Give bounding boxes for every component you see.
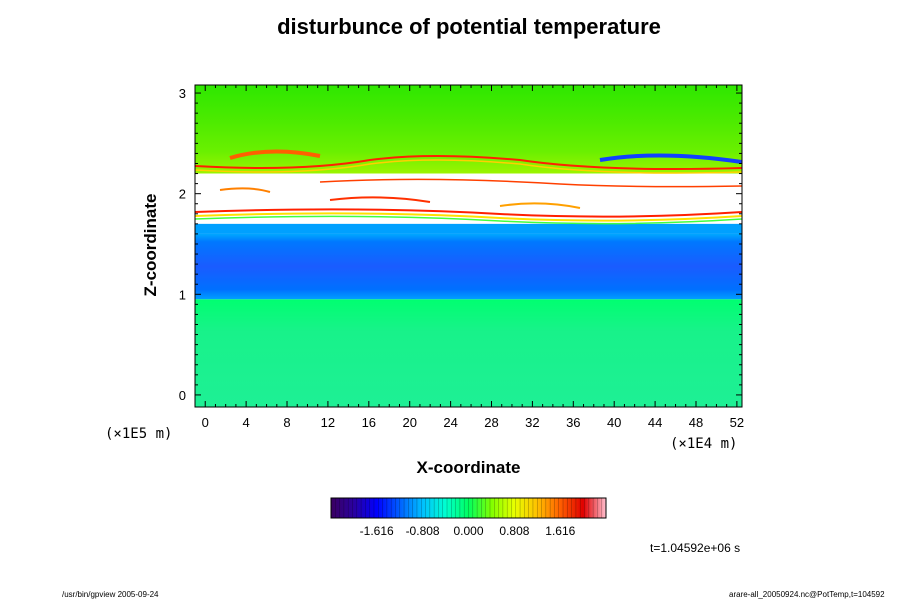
y-tick-label: 0 xyxy=(179,388,186,403)
x-tick-label: 52 xyxy=(730,415,744,430)
y-tick-label: 2 xyxy=(179,187,186,202)
x-tick-label: 40 xyxy=(607,415,621,430)
x-tick-label: 0 xyxy=(202,415,209,430)
x-tick-label: 48 xyxy=(689,415,703,430)
x-tick-label: 28 xyxy=(484,415,498,430)
field-layer-2 xyxy=(195,223,742,234)
colorbar-tick-label: 0.808 xyxy=(499,524,529,538)
colorbar-frame xyxy=(330,497,607,519)
field-layer-4 xyxy=(195,299,742,407)
x-tick-label: 4 xyxy=(243,415,250,430)
colorbar: -1.616 -0.808 0.000 0.808 1.616 xyxy=(330,497,607,538)
x-tick-label: 44 xyxy=(648,415,662,430)
x-tick-label: 20 xyxy=(402,415,416,430)
colorbar-tick-label: 0.000 xyxy=(453,524,483,538)
plot-frame xyxy=(194,84,743,408)
y-tick-label: 1 xyxy=(179,287,186,302)
x-tick-label: 8 xyxy=(283,415,290,430)
y-axis-ticks: 0 1 2 3 xyxy=(179,86,742,403)
x-tick-label: 16 xyxy=(362,415,376,430)
time-stamp: t=1.04592e+06 s xyxy=(650,541,741,555)
x-axis-label: X-coordinate xyxy=(416,458,521,477)
z-axis-unit: (×1E5 m) xyxy=(105,426,173,442)
field-layer-3 xyxy=(195,233,742,300)
footer-source: arare-all_20050924.nc@PotTemp,t=104592 xyxy=(729,590,885,599)
chart-title: disturbunce of potential temperature xyxy=(277,14,661,39)
colorbar-tick-label: -1.616 xyxy=(360,524,394,538)
x-axis-ticks: 0 4 8 12 16 20 24 28 32 36 40 44 48 52 xyxy=(194,85,744,430)
x-tick-label: 32 xyxy=(525,415,539,430)
x-tick-label: 36 xyxy=(566,415,580,430)
y-axis-label: Z-coordinate xyxy=(141,193,160,297)
x-axis-unit: (×1E4 m) xyxy=(670,436,738,452)
x-tick-label: 12 xyxy=(321,415,335,430)
footer-command: /usr/bin/gpview 2005-09-24 xyxy=(62,590,159,599)
colorbar-tick-label: -0.808 xyxy=(406,524,440,538)
y-tick-label: 3 xyxy=(179,86,186,101)
colorbar-tick-label: 1.616 xyxy=(545,524,575,538)
field-layer-0 xyxy=(195,85,742,174)
field-layers xyxy=(195,85,742,407)
band-contours xyxy=(195,149,742,225)
x-tick-label: 24 xyxy=(443,415,457,430)
